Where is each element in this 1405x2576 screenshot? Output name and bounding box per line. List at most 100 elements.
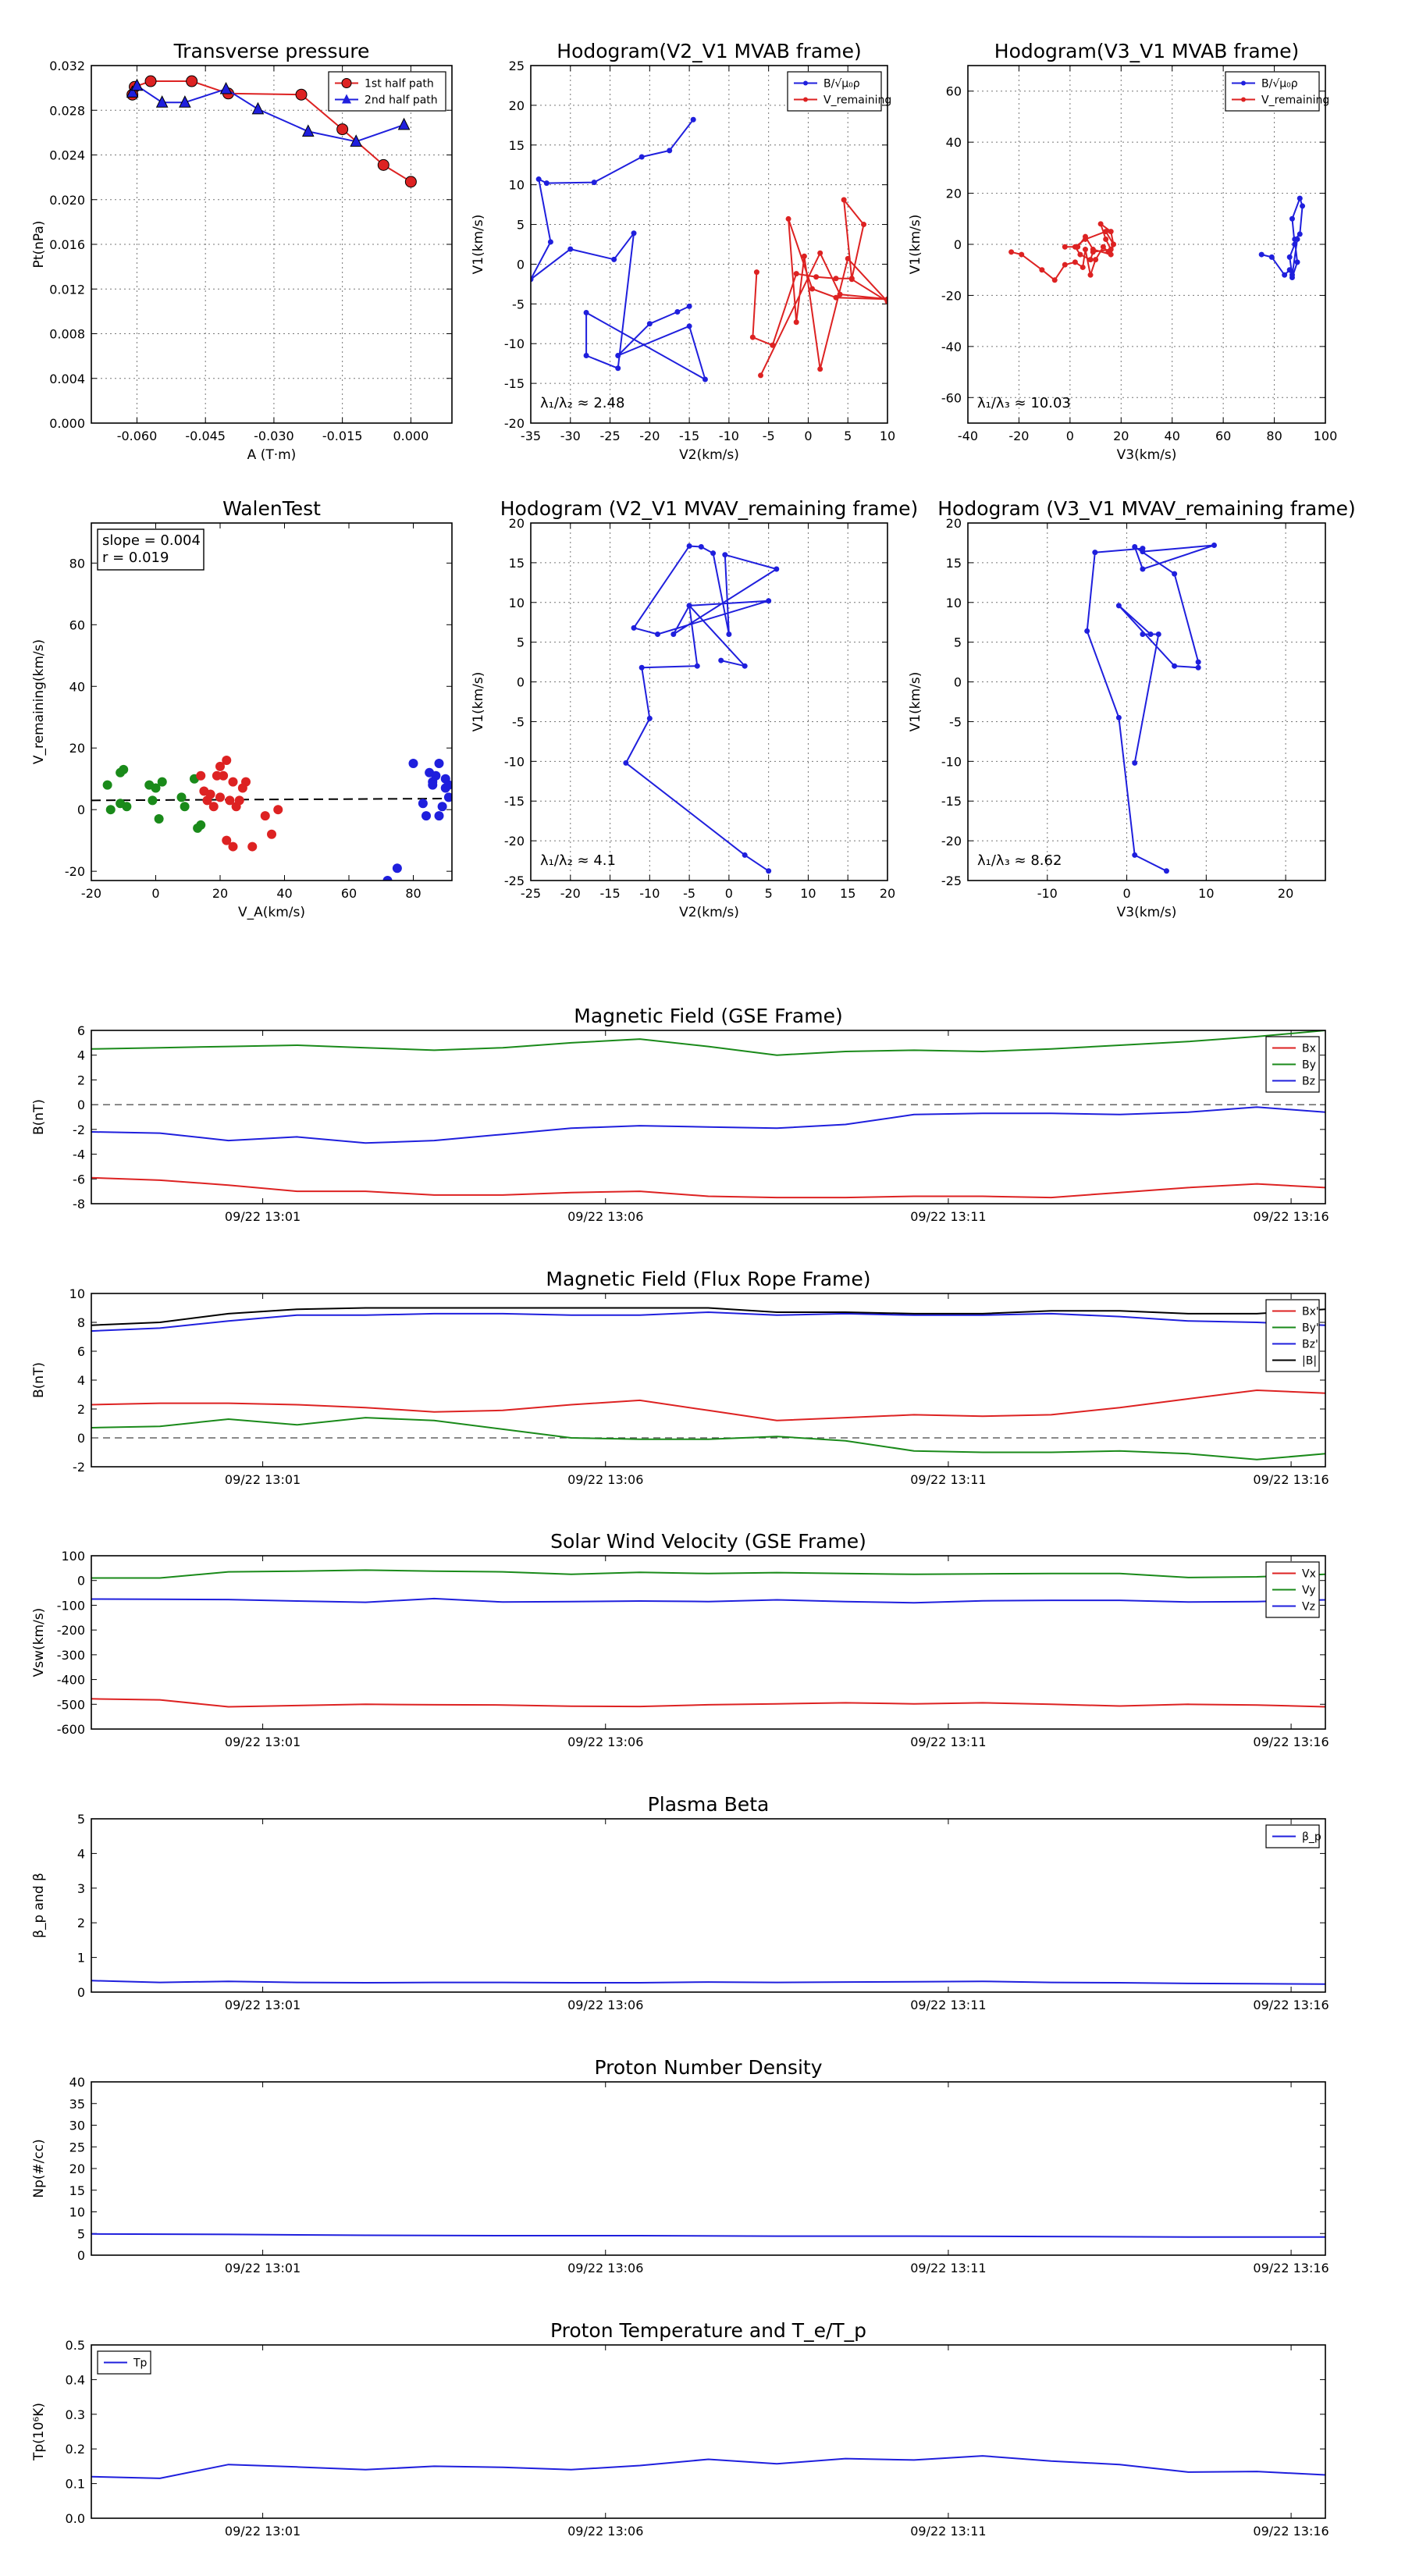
legend: 1st half path 2nd half path: [328, 71, 446, 112]
plot-area: [91, 756, 452, 881]
series-by: [91, 1030, 1325, 1056]
y-tick-label: 0: [77, 2248, 85, 2263]
plot-area: [91, 1030, 1325, 1199]
x-tick-label: -30: [560, 429, 581, 443]
data-point: [392, 863, 402, 873]
series-line: [752, 199, 887, 376]
y-tick-label: 0.004: [49, 372, 85, 386]
y-tick-label: -300: [57, 1648, 85, 1663]
chart-mag_gse: Magnetic Field (GSE Frame) 09/22 13:01 09/…: [31, 1005, 1329, 1224]
x-tick-label: -25: [521, 886, 541, 901]
x-tick-label: 09/22 13:06: [567, 1998, 643, 2012]
data-point: [726, 631, 732, 637]
x-tick-label: 10: [1198, 886, 1214, 901]
series-b-: [531, 116, 708, 382]
chart-title: Magnetic Field (Flux Rope Frame): [546, 1268, 870, 1290]
y-tick-label: 8: [77, 1315, 85, 1330]
data-point: [686, 323, 692, 329]
y-tick-label: -25: [941, 873, 962, 888]
x-tick-label: 100: [1314, 429, 1338, 443]
data-point: [428, 780, 438, 790]
data-point: [638, 664, 645, 671]
data-point: [122, 802, 132, 812]
data-point: [686, 603, 692, 609]
series-line: [1086, 544, 1215, 872]
series-vy: [91, 1569, 1325, 1579]
data-point: [130, 78, 144, 91]
series-red-1: [196, 756, 283, 852]
data-point: [1103, 236, 1109, 242]
x-tick-label: 09/22 13:01: [225, 1472, 301, 1487]
x-tick-label: 09/22 13:16: [1253, 1209, 1329, 1224]
y-axis-label: B(nT): [31, 1362, 47, 1398]
x-tick-label: 09/22 13:16: [1253, 2524, 1329, 2539]
legend: Bx By Bz: [1265, 1036, 1320, 1093]
data-point: [234, 795, 244, 806]
eigenvalue-ratio-label: λ₁/λ₂ ≈ 2.48: [540, 395, 624, 411]
chart-transverse: Transverse pressure -0.060 -0.045 -0.030 -0.…: [31, 40, 453, 463]
y-tick-label: 5: [77, 2226, 85, 2241]
data-point: [1132, 544, 1138, 550]
plot-area: [1084, 542, 1218, 874]
y-tick-label: 25: [509, 59, 525, 73]
data-point: [1294, 259, 1300, 265]
data-point: [623, 760, 629, 766]
axes-frame: [91, 522, 453, 881]
data-point: [1082, 233, 1088, 240]
legend-label: Vx: [1302, 1568, 1316, 1581]
series-v-remaining: [1008, 221, 1116, 283]
x-tick-label: -0.045: [185, 429, 226, 443]
data-point: [418, 799, 428, 809]
x-tick-label: -5: [683, 886, 695, 901]
data-point: [1080, 264, 1086, 270]
data-point: [718, 657, 724, 664]
data-point: [154, 814, 164, 824]
legend-label: |B|: [1302, 1355, 1317, 1368]
data-point: [766, 598, 772, 604]
data-point: [611, 256, 617, 262]
data-point: [702, 376, 708, 382]
data-point: [222, 756, 232, 766]
data-point: [1172, 571, 1178, 577]
series-v-remaining: [749, 197, 887, 379]
y-tick-label: 4: [77, 1373, 85, 1388]
y-tick-label: 0: [77, 1985, 85, 2000]
data-point: [1195, 664, 1201, 671]
y-tick-label: -2: [73, 1460, 85, 1475]
chart-walen: WalenTest -20 0 20 40 60 80 -20 0 20 40 60 80 V_A(km/…: [31, 497, 453, 920]
data-point: [382, 876, 393, 881]
x-tick-label: -20: [560, 886, 581, 901]
legend-box: [787, 71, 882, 112]
chart-np: Proton Number Density 09/22 13:01 09/22 13…: [31, 2056, 1329, 2275]
y-tick-label: -20: [941, 288, 962, 303]
data-point: [646, 715, 653, 721]
data-point: [1211, 542, 1218, 548]
data-point: [833, 294, 839, 301]
chart-title: Proton Temperature and T_e/T_p: [550, 2319, 866, 2342]
data-point: [615, 365, 621, 372]
y-tick-label: 20: [509, 98, 525, 113]
data-point: [686, 543, 692, 550]
series-line: [531, 119, 706, 380]
y-tick-label: -10: [504, 336, 525, 351]
legend-label: B/√μ₀ρ: [1261, 78, 1298, 91]
series-line: [91, 1106, 1325, 1144]
x-tick-label: 09/22 13:06: [567, 1209, 643, 1224]
chart-title: Hodogram (V3_V1 MVAV_remaining frame): [937, 497, 1356, 520]
legend-marker: [803, 80, 808, 86]
data-point: [1108, 229, 1114, 235]
y-tick-label: 20: [946, 187, 962, 201]
legend-marker: [342, 94, 351, 104]
x-tick-label: -20: [639, 429, 660, 443]
legend: β_p: [1265, 1824, 1321, 1848]
data-point: [686, 303, 692, 309]
y-tick-label: 1: [77, 1951, 85, 1966]
legend-marker: [803, 97, 808, 102]
chart-hodo_v3_mvab: Hodogram(V3_V1 MVAB frame) -40 -20 0 20 40 60 8…: [908, 40, 1337, 463]
data-point: [694, 663, 700, 669]
x-tick-label: 09/22 13:11: [910, 1472, 986, 1487]
data-point: [1147, 631, 1154, 637]
legend-label: Tp: [133, 2357, 148, 2370]
y-tick-label: -20: [504, 416, 525, 431]
data-point: [1300, 203, 1306, 209]
